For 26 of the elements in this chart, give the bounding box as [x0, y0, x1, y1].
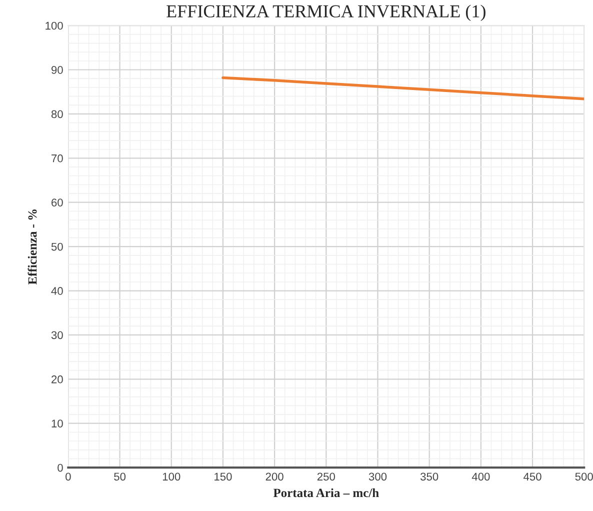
x-tick-label: 150 — [214, 472, 232, 481]
y-tick-label: 50 — [51, 242, 63, 251]
y-tick-label: 90 — [51, 66, 63, 74]
x-tick-label: 450 — [524, 472, 542, 481]
x-tick-label: 400 — [472, 472, 490, 481]
x-tick-label: 500 — [575, 472, 593, 481]
x-tick-label: 100 — [162, 472, 180, 481]
y-tick-label: 0 — [58, 464, 63, 472]
y-tick-label: 40 — [51, 287, 63, 295]
x-tick-label: 350 — [420, 472, 438, 481]
x-tick-label: 50 — [114, 472, 126, 481]
x-tick-label: 0 — [66, 472, 71, 481]
x-tick-label: 200 — [266, 472, 284, 481]
y-tick-label: 10 — [52, 420, 63, 428]
chart-title: EFFICIENZA TERMICA INVERNALE (1) — [166, 4, 486, 22]
y-tick-label: 100 — [46, 22, 63, 30]
y-tick-label: 70 — [52, 154, 63, 162]
y-tick-label: 30 — [51, 331, 63, 340]
y-tick-label: 80 — [51, 110, 63, 118]
x-tick-label: 300 — [368, 472, 387, 481]
x-tick-label: 250 — [317, 472, 335, 481]
y-tick-label: 20 — [52, 375, 63, 384]
x-axis-title: Portata Aria – mc/h — [273, 488, 379, 498]
y-axis-title: Efficienza - % — [28, 210, 37, 285]
y-tick-label: 60 — [52, 198, 63, 206]
line-series — [222, 76, 584, 100]
